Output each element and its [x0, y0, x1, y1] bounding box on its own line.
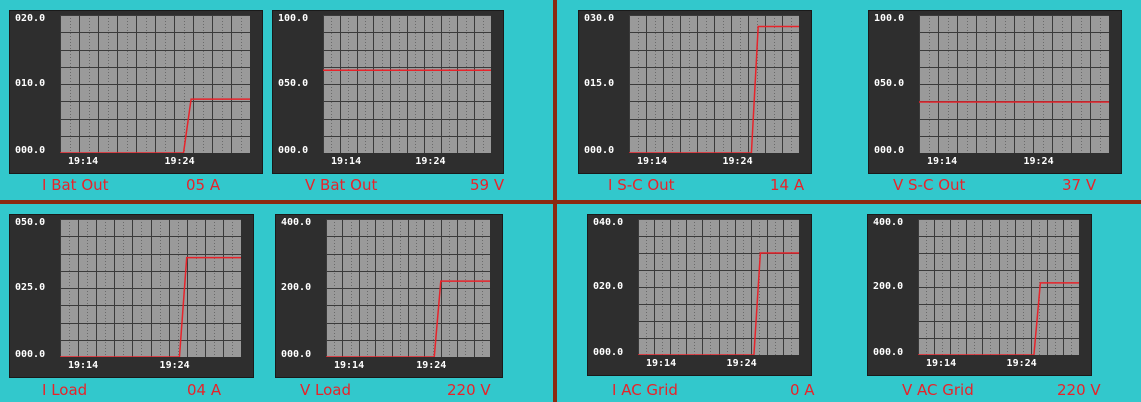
x-tick-label: 19:14	[68, 156, 99, 167]
x-tick-label: 19:24	[1006, 358, 1037, 369]
chart-caption: V AC Grid	[902, 381, 974, 399]
chart-frame-7: 040.0 020.0 000.0 19:14 19:24	[587, 214, 812, 376]
series-line	[629, 25, 799, 153]
plot-area	[60, 15, 250, 153]
chart-frame-8: 400.0 200.0 000.0 19:14 19:24	[867, 214, 1092, 376]
chart-svg	[638, 219, 799, 355]
plot-area	[629, 15, 799, 153]
x-tick-label: 19:14	[927, 156, 958, 167]
chart-frame-2: 100.0 050.0 000.0 19:14 19:24	[272, 10, 504, 174]
y-tick-label: 000.0	[15, 145, 46, 156]
chart-frame-3: 030.0 015.0 000.0 19:14 19:24	[578, 10, 812, 174]
x-tick-label: 19:24	[159, 360, 190, 371]
y-tick-label: 000.0	[874, 145, 905, 156]
y-tick-label: 025.0	[15, 282, 46, 293]
y-tick-label: 050.0	[874, 78, 905, 89]
x-tick-label: 19:14	[926, 358, 957, 369]
chart-svg	[60, 219, 241, 357]
chart-svg	[918, 219, 1079, 355]
chart-readout-value: 0 A	[790, 381, 815, 399]
y-tick-label: 000.0	[278, 145, 309, 156]
chart-readout-value: 37 V	[1062, 176, 1097, 194]
x-tick-label: 19:24	[416, 360, 447, 371]
plot-area	[60, 219, 241, 357]
chart-caption: V S-C Out	[893, 176, 966, 194]
chart-svg	[60, 15, 250, 153]
chart-readout-value: 220 V	[1057, 381, 1101, 399]
x-tick-label: 19:24	[415, 156, 446, 167]
y-tick-label: 010.0	[15, 78, 46, 89]
series-line	[638, 252, 799, 355]
y-tick-label: 200.0	[281, 282, 312, 293]
y-tick-label: 000.0	[584, 145, 615, 156]
chart-frame-1: 020.0 010.0 000.0 19:14 19:24	[9, 10, 263, 174]
chart-svg	[323, 15, 491, 153]
plot-area	[638, 219, 799, 355]
y-tick-label: 000.0	[15, 349, 46, 360]
chart-readout-value: 220 V	[447, 381, 491, 399]
y-tick-label: 000.0	[873, 347, 904, 358]
y-tick-label: 100.0	[278, 13, 309, 24]
chart-caption: V Load	[300, 381, 352, 399]
y-tick-label: 100.0	[874, 13, 905, 24]
x-tick-label: 19:14	[646, 358, 677, 369]
chart-svg	[326, 219, 490, 357]
y-tick-label: 015.0	[584, 78, 615, 89]
chart-svg	[629, 15, 799, 153]
plot-area	[323, 15, 491, 153]
x-tick-label: 19:24	[1023, 156, 1054, 167]
chart-frame-5: 050.0 025.0 000.0 19:14 19:24	[9, 214, 254, 378]
x-tick-label: 19:14	[68, 360, 99, 371]
series-line	[918, 282, 1079, 355]
series-line	[326, 280, 490, 357]
plot-area	[919, 15, 1109, 153]
chart-frame-4: 100.0 050.0 000.0 19:14 19:24	[868, 10, 1122, 174]
chart-caption: I S-C Out	[608, 176, 675, 194]
x-tick-label: 19:24	[722, 156, 753, 167]
chart-caption: I AC Grid	[612, 381, 678, 399]
x-tick-label: 19:14	[334, 360, 365, 371]
chart-caption: I Bat Out	[42, 176, 109, 194]
y-tick-label: 400.0	[873, 217, 904, 228]
chart-caption: I Load	[42, 381, 88, 399]
chart-readout-value: 59 V	[470, 176, 505, 194]
x-tick-label: 19:14	[637, 156, 668, 167]
chart-readout-value: 04 A	[187, 381, 222, 399]
x-tick-label: 19:24	[726, 358, 757, 369]
y-tick-label: 020.0	[593, 281, 624, 292]
y-tick-label: 200.0	[873, 281, 904, 292]
y-tick-label: 000.0	[281, 349, 312, 360]
y-tick-label: 050.0	[278, 78, 309, 89]
chart-caption: V Bat Out	[305, 176, 378, 194]
x-tick-label: 19:24	[164, 156, 195, 167]
y-tick-label: 400.0	[281, 217, 312, 228]
x-tick-label: 19:14	[331, 156, 362, 167]
plot-area	[918, 219, 1079, 355]
y-tick-label: 040.0	[593, 217, 624, 228]
series-line	[60, 256, 241, 357]
chart-readout-value: 05 A	[186, 176, 221, 194]
y-tick-label: 050.0	[15, 217, 46, 228]
chart-svg	[919, 15, 1109, 153]
chart-frame-6: 400.0 200.0 000.0 19:14 19:24	[275, 214, 503, 378]
chart-readout-value: 14 A	[770, 176, 805, 194]
horizontal-divider	[0, 200, 1141, 204]
y-tick-label: 020.0	[15, 13, 46, 24]
series-line	[60, 98, 250, 153]
y-tick-label: 030.0	[584, 13, 615, 24]
plot-area	[326, 219, 490, 357]
y-tick-label: 000.0	[593, 347, 624, 358]
